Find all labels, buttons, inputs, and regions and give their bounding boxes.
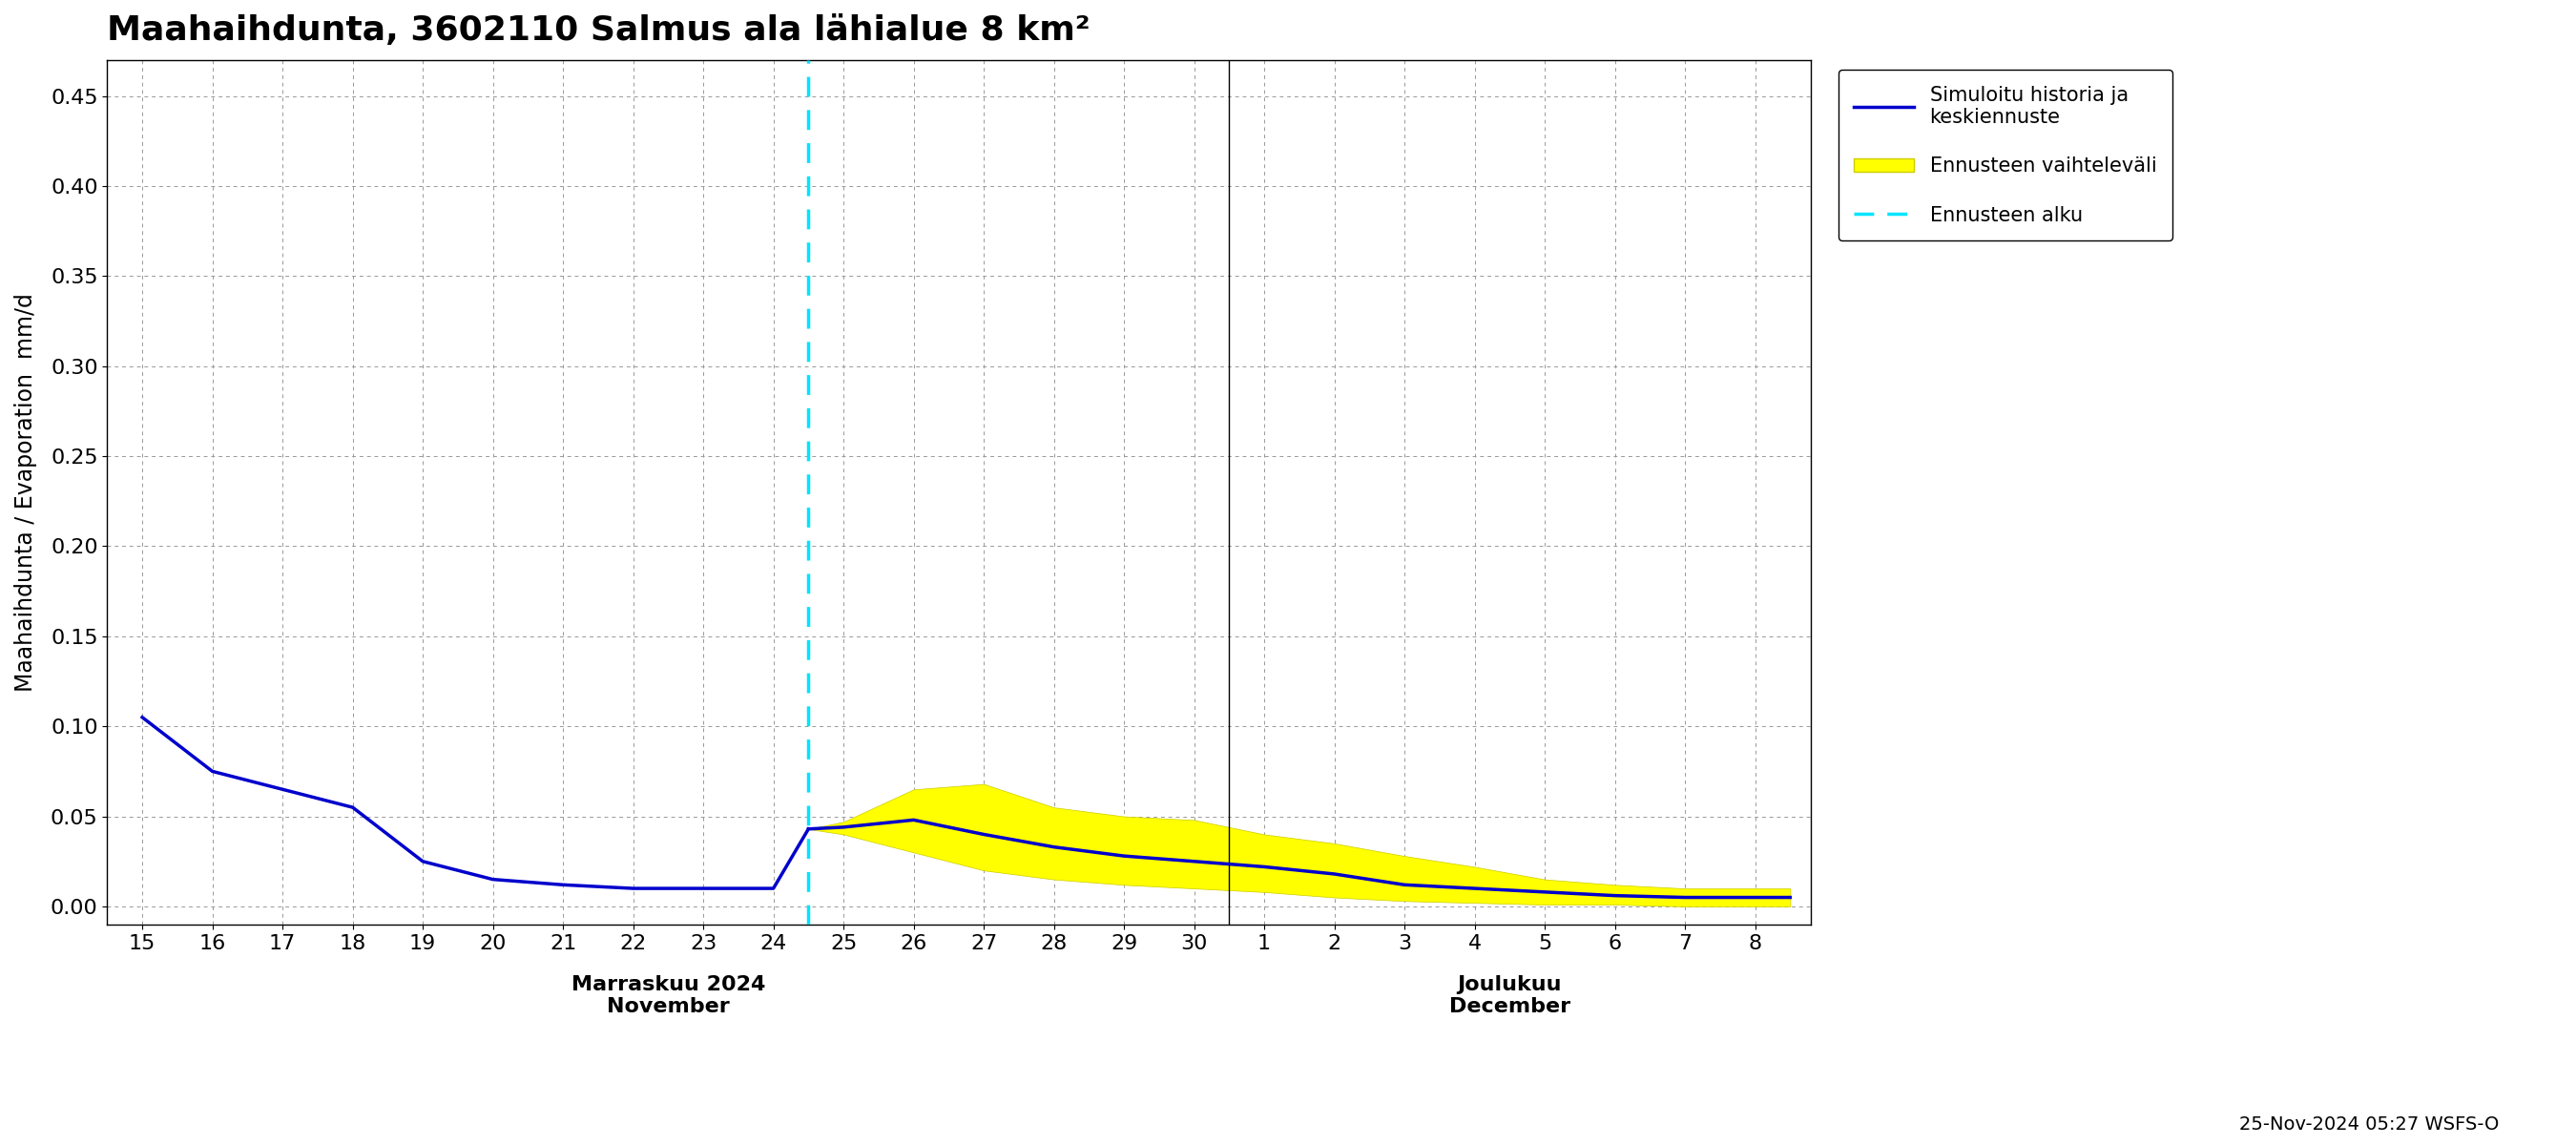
- Legend: Simuloitu historia ja
keskiennuste, Ennusteen vaihteleväli, Ennusteen alku: Simuloitu historia ja keskiennuste, Ennu…: [1839, 70, 2172, 240]
- Text: Joulukuu
December: Joulukuu December: [1450, 976, 1571, 1017]
- Y-axis label: Maahaihdunta / Evaporation  mm/d: Maahaihdunta / Evaporation mm/d: [15, 293, 36, 692]
- Text: Marraskuu 2024
November: Marraskuu 2024 November: [572, 976, 765, 1017]
- Text: Maahaihdunta, 3602110 Salmus ala lähialue 8 km²: Maahaihdunta, 3602110 Salmus ala lähialu…: [108, 14, 1090, 47]
- Text: 25-Nov-2024 05:27 WSFS-O: 25-Nov-2024 05:27 WSFS-O: [2239, 1115, 2499, 1134]
